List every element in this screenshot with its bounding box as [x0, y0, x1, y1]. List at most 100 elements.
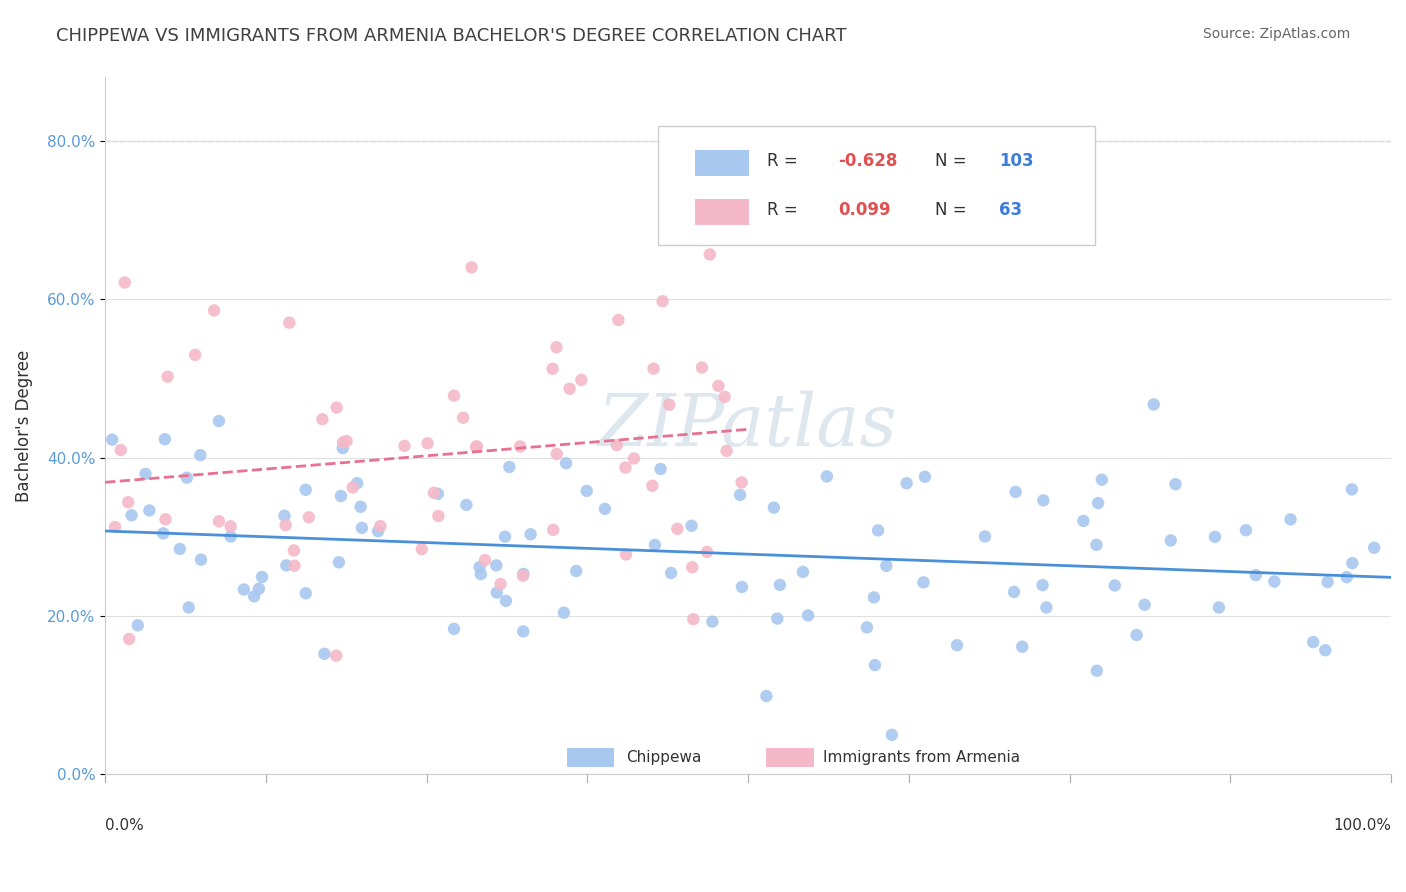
Point: [1341, 556, 1364, 570]
Point: [342, 480, 364, 494]
Point: [456, 498, 478, 512]
Point: [283, 558, 305, 573]
Point: [1035, 600, 1057, 615]
Point: [558, 382, 581, 396]
Point: [512, 566, 534, 581]
Point: [1087, 496, 1109, 510]
Point: [394, 439, 416, 453]
Point: [156, 369, 179, 384]
Point: [1160, 533, 1182, 548]
Point: [232, 582, 254, 597]
Point: [856, 620, 879, 634]
FancyBboxPatch shape: [696, 150, 749, 176]
Point: [606, 438, 628, 452]
Point: [138, 503, 160, 517]
Point: [1341, 483, 1364, 497]
Point: [702, 615, 724, 629]
Point: [912, 575, 935, 590]
Point: [1164, 477, 1187, 491]
Point: [644, 538, 666, 552]
Point: [349, 500, 371, 514]
Point: [575, 483, 598, 498]
Point: [863, 658, 886, 673]
Point: [766, 611, 789, 625]
FancyBboxPatch shape: [696, 199, 749, 225]
Point: [1104, 578, 1126, 592]
Point: [273, 508, 295, 523]
Point: [329, 489, 352, 503]
Point: [489, 577, 512, 591]
FancyBboxPatch shape: [658, 127, 1095, 244]
Point: [411, 542, 433, 557]
Y-axis label: Bachelor's Degree: Bachelor's Degree: [15, 350, 32, 502]
FancyBboxPatch shape: [766, 748, 814, 767]
Point: [474, 553, 496, 567]
Point: [797, 608, 820, 623]
Point: [1315, 643, 1337, 657]
Point: [101, 433, 124, 447]
Point: [690, 360, 713, 375]
Point: [427, 508, 450, 523]
Text: 63: 63: [998, 201, 1022, 219]
Point: [681, 560, 703, 574]
Point: [336, 434, 359, 449]
Text: 100.0%: 100.0%: [1333, 818, 1391, 833]
Point: [184, 348, 207, 362]
Point: [875, 558, 897, 573]
Point: [623, 451, 645, 466]
Point: [110, 443, 132, 458]
Point: [512, 568, 534, 582]
Text: R =: R =: [768, 152, 803, 170]
Point: [868, 524, 890, 538]
Point: [219, 530, 242, 544]
Point: [114, 276, 136, 290]
Point: [104, 520, 127, 534]
Point: [1204, 530, 1226, 544]
Point: [863, 591, 886, 605]
Point: [682, 612, 704, 626]
Point: [1091, 473, 1114, 487]
Point: [512, 624, 534, 639]
Point: [314, 647, 336, 661]
Point: [350, 521, 373, 535]
Point: [188, 448, 211, 462]
Point: [1011, 640, 1033, 654]
Point: [1336, 570, 1358, 584]
Point: [426, 487, 449, 501]
Point: [276, 558, 298, 573]
Point: [278, 316, 301, 330]
Point: [485, 585, 508, 599]
Point: [332, 441, 354, 455]
Point: [974, 529, 997, 543]
Point: [707, 379, 730, 393]
Point: [880, 728, 903, 742]
Point: [443, 622, 465, 636]
Point: [465, 440, 488, 454]
Point: [294, 586, 316, 600]
Point: [1244, 568, 1267, 582]
Point: [485, 558, 508, 573]
Point: [247, 582, 270, 596]
Point: [555, 456, 578, 470]
Point: [1004, 484, 1026, 499]
Point: [546, 447, 568, 461]
Point: [135, 467, 157, 481]
Point: [658, 398, 681, 412]
Point: [755, 689, 778, 703]
Point: [546, 340, 568, 354]
Text: Chippewa: Chippewa: [626, 749, 702, 764]
Point: [1002, 585, 1025, 599]
Point: [614, 548, 637, 562]
Point: [762, 500, 785, 515]
Point: [641, 479, 664, 493]
Point: [169, 541, 191, 556]
Point: [914, 469, 936, 483]
Text: 103: 103: [998, 152, 1033, 170]
Point: [593, 501, 616, 516]
Point: [541, 523, 564, 537]
Point: [696, 545, 718, 559]
Point: [1143, 397, 1166, 411]
Point: [283, 543, 305, 558]
Point: [294, 483, 316, 497]
Point: [553, 606, 575, 620]
